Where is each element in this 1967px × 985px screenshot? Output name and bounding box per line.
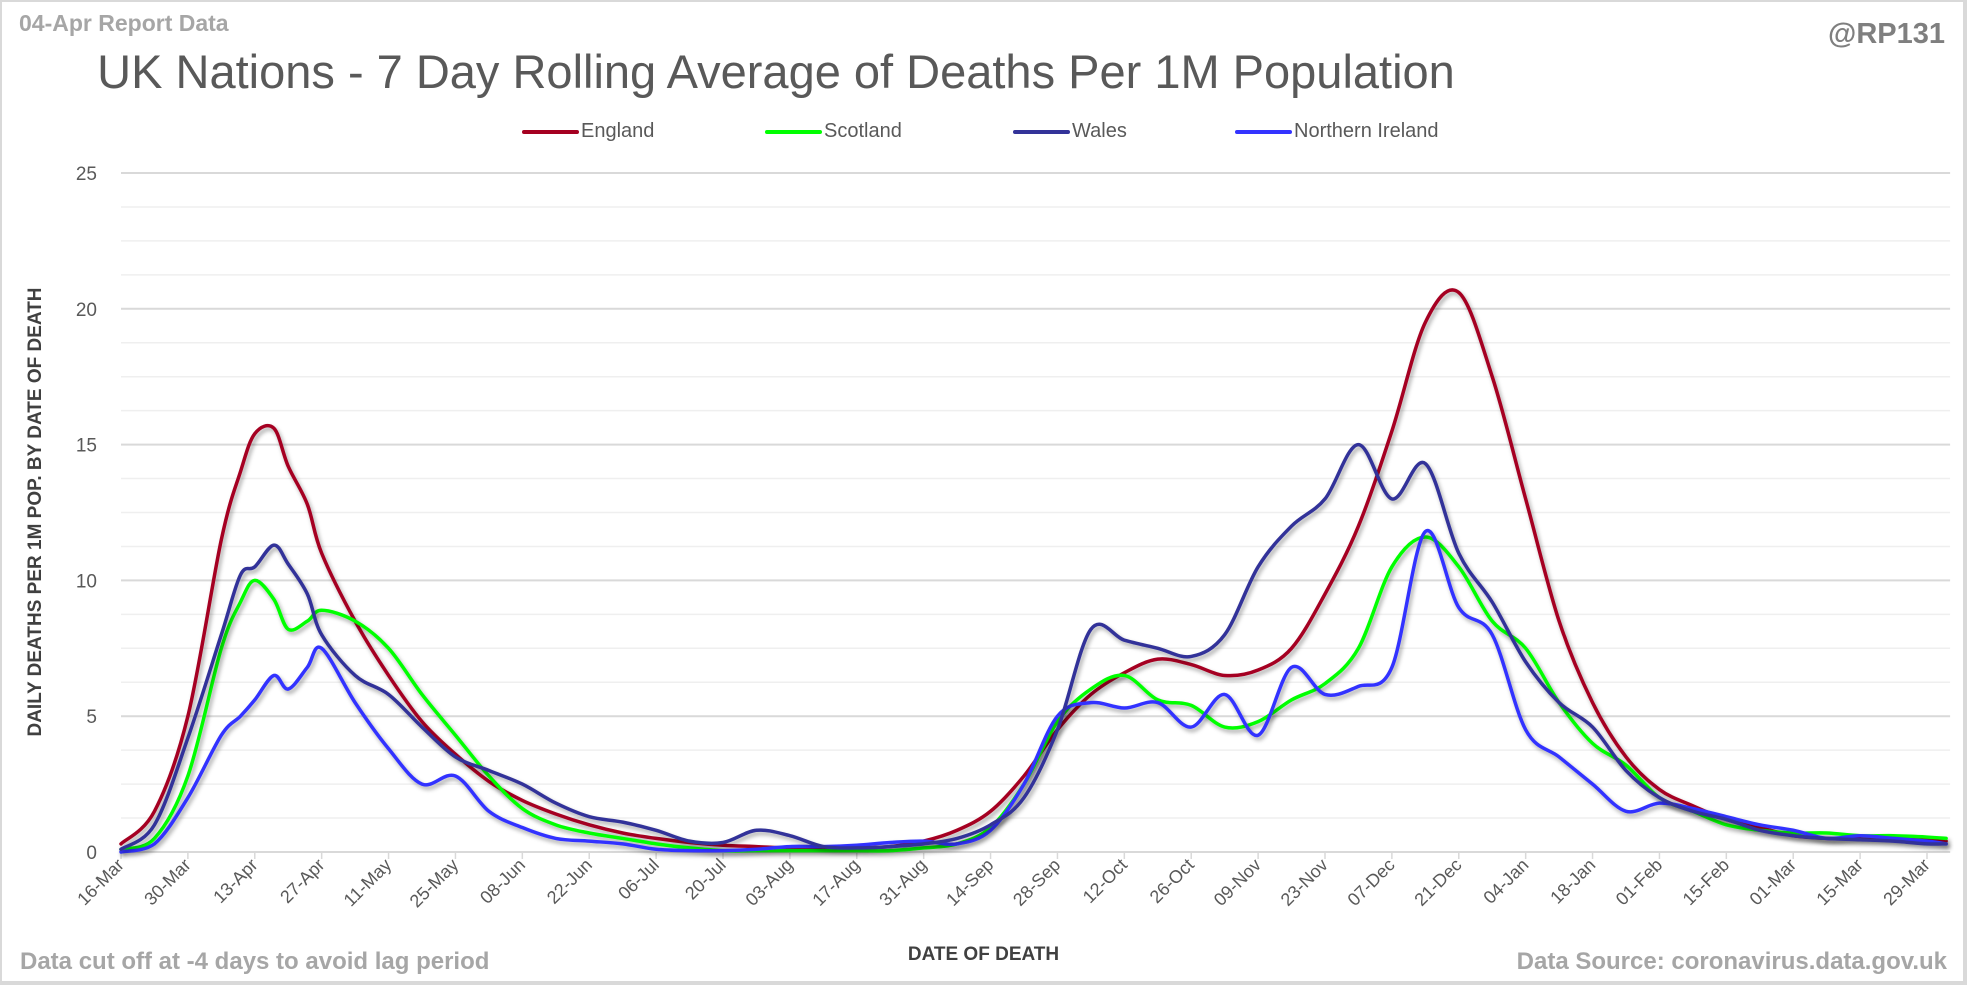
x-tick-label: 16-Mar (73, 855, 127, 909)
x-tick-label: 15-Feb (1679, 855, 1733, 909)
legend: England Scotland Wales Northern Ireland (0, 120, 1967, 150)
legend-swatch-northern-ireland (1235, 129, 1292, 134)
x-axis-label: DATE OF DEATH (907, 944, 1060, 965)
series-line-northern-ireland (119, 528, 1948, 854)
x-tick-label: 18-Jan (1546, 855, 1599, 908)
x-tick-label: 08-Jun (476, 855, 529, 908)
x-tick-label: 07-Dec (1344, 855, 1399, 910)
legend-swatch-wales (1013, 129, 1070, 134)
x-tick-label: 29-Mar (1879, 855, 1933, 909)
x-axis: 16-Mar 30-Mar 13-Apr 27-Apr 11-May 25-May 08-J… (73, 851, 1951, 912)
series-line-england (119, 288, 1948, 850)
x-tick-label: 06-Jul (614, 855, 663, 904)
x-tick-label: 20-Jul (681, 855, 730, 904)
x-tick-label: 12-Oct (1079, 855, 1131, 907)
chart-title: UK Nations - 7 Day Rolling Average of De… (97, 45, 1455, 98)
legend-label: Scotland (824, 120, 902, 142)
x-tick-label: 04-Jan (1479, 855, 1532, 908)
legend-swatch-scotland (765, 129, 822, 134)
legend-label: Wales (1072, 120, 1127, 142)
x-tick-label: 30-Mar (140, 855, 194, 909)
x-tick-label: 27-Apr (276, 855, 328, 907)
x-tick-label: 03-Aug (742, 855, 797, 910)
y-tick-label: 20 (76, 300, 97, 321)
cutoff-note: Data cut off at -4 days to avoid lag per… (20, 948, 490, 975)
x-tick-label: 26-Oct (1146, 855, 1198, 907)
series-lines (119, 288, 1948, 854)
y-axis-label: DAILY DEATHS PER 1M POP. BY DATE OF DEAT… (25, 287, 46, 737)
x-tick-label: 21-Dec (1410, 855, 1465, 910)
x-tick-label: 17-Aug (808, 855, 863, 910)
x-tick-label: 15-Mar (1812, 855, 1866, 909)
legend-item-scotland: Scotland (765, 120, 902, 143)
legend-item-northern-ireland: Northern Ireland (1235, 120, 1439, 143)
x-tick-label: 22-Jun (543, 855, 596, 908)
y-tick-label: 25 (76, 164, 97, 185)
author-handle: @RP131 (1828, 18, 1945, 50)
series-line-scotland (119, 535, 1948, 853)
x-tick-label: 01-Feb (1612, 855, 1666, 909)
x-tick-label: 31-Aug (875, 855, 930, 910)
legend-swatch-england (522, 129, 579, 134)
series-line-wales (119, 442, 1948, 852)
y-tick-label: 15 (76, 436, 97, 457)
y-tick-label: 0 (86, 843, 97, 864)
y-axis-ticks: 0 5 10 15 20 25 (76, 164, 97, 864)
y-tick-label: 10 (76, 571, 97, 592)
x-tick-label: 28-Sep (1009, 855, 1064, 910)
legend-label: England (581, 120, 655, 142)
legend-label: Northern Ireland (1294, 120, 1439, 142)
y-tick-label: 5 (86, 707, 97, 728)
report-date-label: 04-Apr Report Data (19, 10, 229, 36)
x-tick-label: 23-Nov (1277, 855, 1332, 910)
x-tick-label: 14-Sep (942, 855, 997, 910)
x-tick-label: 13-Apr (209, 855, 261, 907)
x-tick-label: 25-May (406, 855, 463, 912)
x-tick-label: 01-Mar (1746, 855, 1800, 909)
x-tick-label: 11-May (340, 855, 396, 911)
x-tick-label: 09-Nov (1210, 855, 1265, 910)
data-source-note: Data Source: coronavirus.data.gov.uk (1516, 948, 1947, 975)
gridlines (121, 172, 1951, 853)
legend-item-wales: Wales (1013, 120, 1127, 143)
legend-item-england: England (522, 120, 654, 143)
